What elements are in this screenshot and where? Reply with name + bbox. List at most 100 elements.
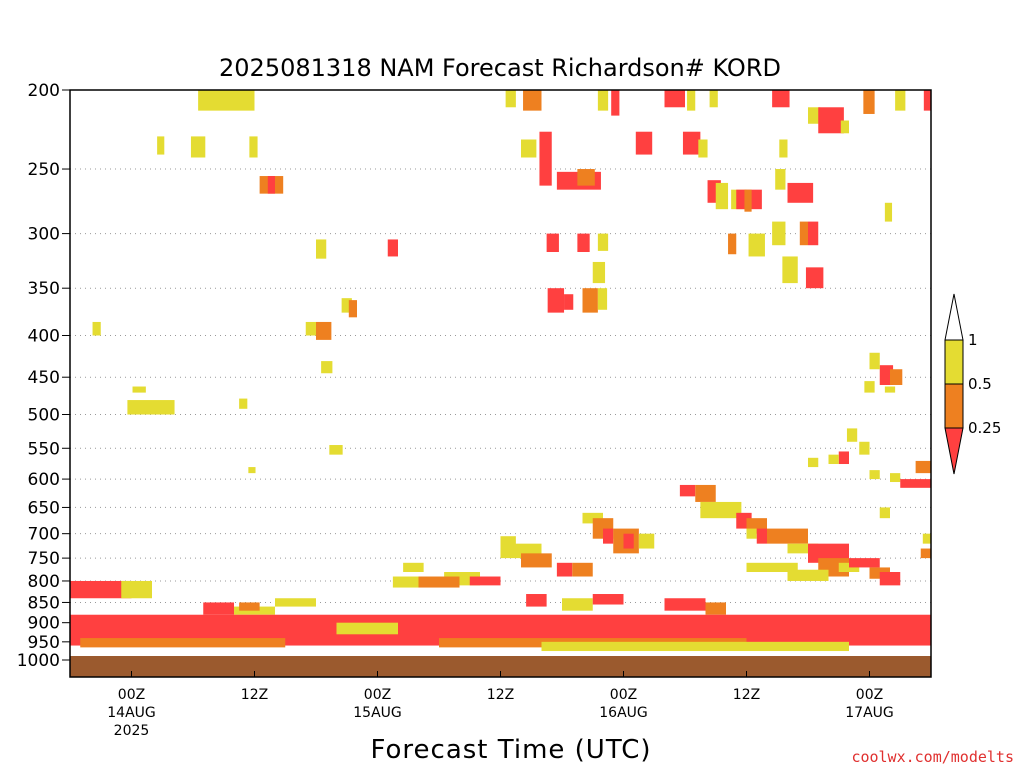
- cell-orange-65: [890, 369, 903, 385]
- cell-red-28: [664, 90, 685, 108]
- colorbar-segment-025-05: [944, 383, 964, 429]
- credit-text: coolwx.com/modelts: [851, 748, 1014, 766]
- cell-yellow-62: [895, 90, 906, 111]
- x-axis: 00Z 14AUG 2025 12Z 00Z 15AUG 12Z 00Z 16AUG 12Z 00Z…: [107, 671, 894, 739]
- cell-orange-9: [348, 300, 357, 318]
- cell-yellow-69: [846, 428, 858, 442]
- cell-yellow-111: [392, 576, 419, 588]
- cell-red-122: [203, 602, 234, 615]
- cell-red-93: [849, 558, 880, 568]
- cell-orange-20: [523, 90, 542, 111]
- cell-orange-88: [767, 528, 808, 544]
- y-tick-label-1000: 1000: [17, 651, 60, 671]
- cell-yellow-83: [700, 501, 742, 519]
- cell-red-7: [387, 239, 398, 257]
- cell-orange-37: [744, 189, 752, 212]
- cell-red-44: [547, 288, 565, 313]
- cell-yellow-21: [521, 139, 537, 158]
- cell-yellow-98: [582, 512, 603, 524]
- cell-yellow-14: [127, 400, 175, 415]
- cell-orange-60: [863, 90, 875, 114]
- cell-red-58: [818, 107, 844, 134]
- cell-yellow-112: [403, 562, 424, 573]
- cell-red-26: [611, 90, 620, 116]
- cell-orange-118: [705, 602, 726, 615]
- cell-red-106: [556, 562, 573, 577]
- cell-red-41: [577, 233, 590, 253]
- cell-orange-39: [728, 233, 737, 255]
- y-tick-label-850: 850: [28, 593, 60, 613]
- y-tick-label-250: 250: [28, 160, 60, 180]
- chart-title: 2025081318 NAM Forecast Richardson# KORD: [219, 54, 781, 82]
- cell-red-47: [564, 294, 574, 310]
- cell-yellow-103: [638, 533, 655, 549]
- cell-red-81: [679, 484, 696, 497]
- cell-red-22: [539, 131, 552, 186]
- cell-yellow-59: [840, 120, 849, 134]
- x-tick-label-36-0: 12Z: [487, 687, 514, 703]
- cell-yellow-80: [922, 533, 931, 544]
- cell-red-95: [879, 572, 901, 586]
- cell-yellow-46: [597, 288, 608, 310]
- cell-red-56: [772, 90, 790, 108]
- colorbar-label-0: 1: [968, 331, 978, 349]
- colorbar-segment-lt025: [944, 427, 964, 475]
- cell-yellow-34: [715, 182, 729, 210]
- cell-yellow-67: [869, 352, 880, 370]
- cell-orange-110: [418, 576, 460, 588]
- cell-yellow-3: [249, 136, 258, 158]
- cell-red-51: [808, 221, 819, 246]
- cell-yellow-2: [157, 136, 165, 155]
- y-tick-label-800: 800: [28, 572, 60, 592]
- cell-yellow-120: [121, 580, 152, 599]
- cell-yellow-54: [775, 169, 786, 190]
- cell-red-90: [808, 543, 849, 563]
- cell-yellow-113: [500, 536, 516, 549]
- cell-yellow-6: [316, 239, 327, 259]
- cell-yellow-29: [687, 90, 696, 111]
- x-tick-label-12-0: 12Z: [241, 687, 268, 703]
- colorbar-segment-gt1: [944, 293, 964, 341]
- cell-yellow-78: [879, 507, 890, 519]
- cell-yellow-0: [198, 90, 255, 111]
- y-tick-label-200: 200: [28, 81, 60, 101]
- cell-yellow-13: [321, 361, 333, 374]
- cell-orange-77: [915, 460, 931, 474]
- y-tick-label-300: 300: [28, 225, 60, 245]
- cell-yellow-38: [748, 233, 765, 257]
- x-tick-label-0-1: 14AUG: [107, 705, 156, 721]
- cell-red-119: [70, 580, 132, 599]
- cell-yellow-15: [239, 398, 248, 409]
- colorbar-label-2: 0.25: [968, 419, 1001, 437]
- cell-red-53: [787, 182, 814, 203]
- y-axis: 200 250 300 350 400 450 500 550 600 650 700 750 8008…: [17, 81, 70, 671]
- cell-yellow-1: [190, 136, 206, 158]
- y-tick-label-400: 400: [28, 326, 60, 346]
- cell-red-116: [592, 594, 624, 605]
- cell-yellow-97: [746, 562, 798, 573]
- x-axis-label: Forecast Time (UTC): [370, 735, 651, 765]
- cell-orange-128: [80, 638, 286, 648]
- y-tick-label-500: 500: [28, 406, 60, 426]
- cell-yellow-19: [505, 90, 516, 108]
- richardson-cells: [70, 90, 931, 652]
- cell-yellow-32: [709, 90, 718, 108]
- cell-red-87: [756, 528, 767, 544]
- cell-red-64: [879, 365, 894, 385]
- cell-yellow-25: [597, 90, 609, 111]
- colorbar-legend: 1 0.5 0.25: [944, 293, 1001, 475]
- y-tick-label-350: 350: [28, 279, 60, 299]
- x-tick-label-0-2: 2025: [114, 723, 150, 739]
- y-tick-label-900: 900: [28, 614, 60, 634]
- cell-yellow-12: [305, 321, 316, 336]
- cell-red-109: [469, 576, 501, 586]
- cell-yellow-130: [541, 641, 849, 652]
- cell-yellow-55: [779, 139, 788, 158]
- cell-red-5: [267, 176, 275, 194]
- cell-red-40: [546, 233, 559, 253]
- cell-yellow-42: [597, 233, 609, 251]
- cell-yellow-115: [562, 598, 593, 611]
- cell-red-48: [805, 267, 824, 289]
- cell-yellow-8: [341, 298, 352, 313]
